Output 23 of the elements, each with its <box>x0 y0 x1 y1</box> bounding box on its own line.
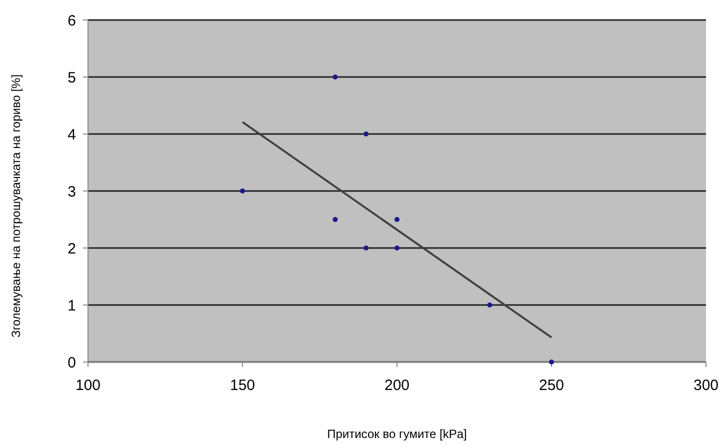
point <box>549 360 554 364</box>
y-tick-label: 6 <box>68 12 76 30</box>
x-axis-title: Притисок во гумите [kPa] <box>327 427 467 441</box>
y-tick-label: 4 <box>68 126 76 144</box>
point <box>332 74 338 80</box>
point <box>487 302 492 308</box>
x-tick-label: 300 <box>693 377 719 394</box>
x-tick-label: 100 <box>75 377 101 394</box>
point <box>364 246 369 250</box>
y-tick-label: 2 <box>68 240 76 258</box>
point <box>394 217 400 222</box>
point <box>394 246 400 250</box>
x-tick-label: 200 <box>384 377 410 394</box>
x-tick-label: 250 <box>538 377 564 394</box>
y-tick-label: 5 <box>68 69 76 86</box>
point <box>240 188 245 194</box>
point <box>364 132 369 136</box>
y-tick-label: 1 <box>68 297 76 314</box>
y-axis-title: Зголемување на потрошувачката на гориво [%] <box>9 74 23 338</box>
x-tick-label: 150 <box>230 377 256 394</box>
point <box>332 217 338 222</box>
y-tick-label: 0 <box>68 354 76 372</box>
y-tick-label: 3 <box>68 183 76 200</box>
